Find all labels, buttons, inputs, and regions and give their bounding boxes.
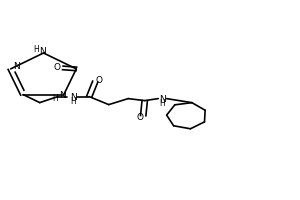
Text: O: O	[96, 76, 103, 85]
Text: N: N	[13, 62, 20, 71]
Text: H: H	[159, 99, 165, 108]
Text: H: H	[33, 45, 39, 54]
Text: N: N	[59, 91, 66, 100]
Text: H: H	[52, 94, 58, 103]
Text: O: O	[136, 113, 143, 122]
Text: N: N	[70, 93, 77, 102]
Text: O: O	[53, 63, 60, 72]
Text: N: N	[39, 47, 46, 56]
Text: N: N	[159, 95, 166, 104]
Text: H: H	[70, 97, 76, 106]
